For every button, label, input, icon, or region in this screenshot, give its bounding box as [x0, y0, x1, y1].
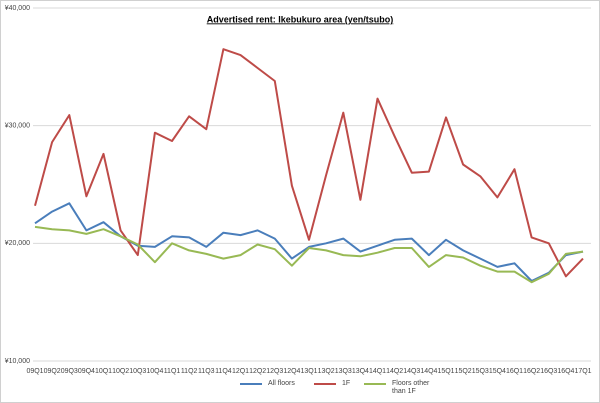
x-tick-label: 13Q1	[300, 368, 317, 375]
x-tick-label: 14Q1	[369, 368, 386, 375]
x-tick-label: 16Q1	[506, 368, 523, 375]
x-tick-label: 14Q4	[420, 368, 437, 375]
x-tick-label: 09Q2	[44, 368, 61, 375]
x-tick-label: 12Q4	[283, 368, 300, 375]
x-tick-label: 12Q2	[249, 368, 266, 375]
x-tick-label: 16Q4	[557, 368, 574, 375]
x-tick-label: 17Q1	[574, 368, 591, 375]
x-tick-label: 11Q3	[198, 368, 215, 375]
x-tick-label: 11Q4	[215, 368, 232, 375]
x-tick-label: 15Q3	[472, 368, 489, 375]
x-tick-label: 10Q4	[146, 368, 163, 375]
x-tick-label: 13Q4	[352, 368, 369, 375]
x-tick-label: 11Q2	[181, 368, 198, 375]
x-tick-label: 12Q3	[266, 368, 283, 375]
x-tick-label: 13Q2	[318, 368, 335, 375]
x-tick-label: 10Q3	[129, 368, 146, 375]
series-line	[34, 48, 584, 278]
x-tick-label: 10Q2	[112, 368, 129, 375]
legend-label: All floors	[268, 380, 295, 387]
x-tick-label: 12Q1	[232, 368, 249, 375]
x-tick-label: 15Q4	[489, 368, 506, 375]
series-line	[34, 225, 584, 284]
x-tick-label: 16Q3	[540, 368, 557, 375]
chart-title: Advertised rent: Ikebukuro area (yen/tsu…	[207, 14, 394, 24]
x-tick-label: 09Q1	[26, 368, 43, 375]
legend-label: 1F	[342, 380, 351, 387]
legend-swatch	[240, 383, 262, 385]
y-tick-label: ¥30,000	[5, 123, 30, 130]
x-tick-label: 15Q2	[455, 368, 472, 375]
x-tick-label: 09Q4	[78, 368, 95, 375]
legend-swatch	[314, 383, 336, 385]
x-tick-label: 10Q1	[95, 368, 112, 375]
x-tick-label: 16Q2	[523, 368, 540, 375]
x-tick-label: 14Q3	[403, 368, 420, 375]
legend: All floors 1F Floors other than 1F	[240, 380, 438, 396]
legend-label: Floors other than 1F	[392, 380, 430, 395]
y-tick-label: ¥40,000	[5, 5, 30, 12]
x-tick-label: 13Q3	[335, 368, 352, 375]
x-tick-label: 15Q1	[437, 368, 454, 375]
x-tick-label: 14Q2	[386, 368, 403, 375]
y-tick-label: ¥20,000	[5, 240, 30, 247]
y-tick-label: ¥10,000	[5, 358, 30, 365]
legend-swatch	[364, 383, 386, 385]
x-tick-label: 11Q1	[164, 368, 181, 375]
x-tick-label: 09Q3	[61, 368, 78, 375]
